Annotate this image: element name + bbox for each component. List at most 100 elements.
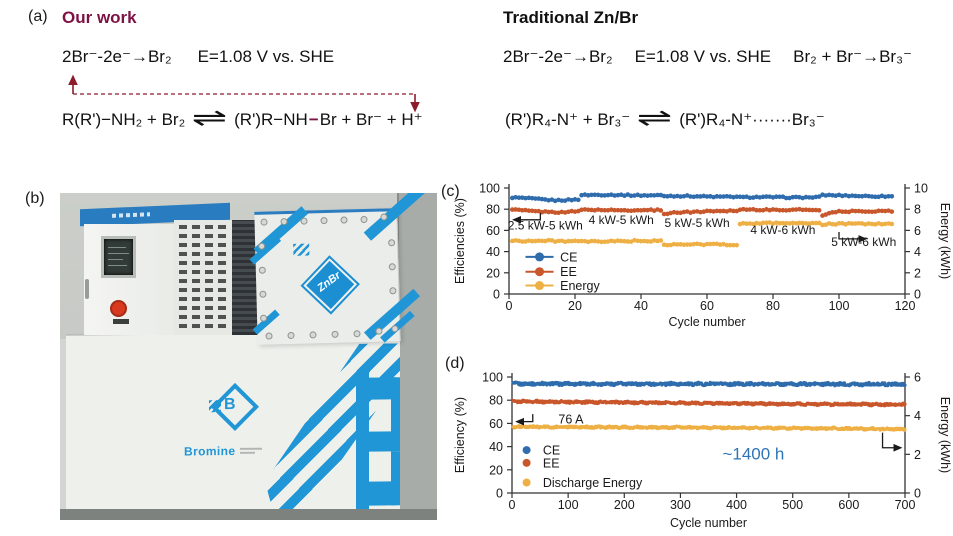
svg-text:CE: CE: [543, 444, 560, 458]
svg-text:60: 60: [486, 224, 500, 238]
control-box-label-text: [112, 212, 150, 218]
svg-text:80: 80: [486, 203, 500, 217]
svg-text:0: 0: [496, 487, 503, 501]
panel-c-label: (c): [441, 183, 460, 200]
svg-text:Efficiency (%): Efficiency (%): [453, 397, 467, 473]
emergency-stop-button: [110, 300, 127, 317]
svg-text:40: 40: [634, 299, 648, 313]
svg-text:100: 100: [482, 371, 503, 385]
our-work-title: Our work: [62, 8, 137, 27]
traditional-eq2-reactants: (R')R₄-N⁺ + Br₃⁻: [505, 110, 631, 129]
svg-text:6: 6: [914, 371, 921, 385]
door-handle: [85, 279, 89, 299]
hmi-screen-bezel: [101, 236, 136, 278]
svg-text:4 kW-6 kWh: 4 kW-6 kWh: [750, 223, 815, 237]
battery-cabinet: B Bromine: [66, 330, 400, 515]
equilibrium-arrow: ⇌: [191, 104, 228, 132]
svg-text:0: 0: [914, 487, 921, 501]
svg-text:80: 80: [766, 299, 780, 313]
traditional-title: Traditional Zn/Br: [503, 8, 639, 27]
svg-text:Efficiencies (%): Efficiencies (%): [453, 198, 467, 284]
svg-text:76 A: 76 A: [558, 412, 584, 426]
svg-text:4: 4: [914, 245, 921, 259]
svg-text:300: 300: [670, 498, 691, 512]
svg-text:120: 120: [895, 299, 916, 313]
svg-text:40: 40: [486, 245, 500, 259]
bolt: [331, 330, 339, 338]
svg-text:100: 100: [558, 498, 579, 512]
svg-text:Energy (kWh): Energy (kWh): [938, 203, 952, 279]
our-work-eq1: 2Br⁻-2e⁻→Br₂ E=1.08 V vs. SHE: [62, 47, 334, 67]
battery-system-photo: B Bromine ZnBr: [60, 193, 437, 520]
svg-text:EE: EE: [560, 265, 577, 279]
znbr-logo-hatch: [293, 243, 310, 256]
cabinet-bigB-stem: [356, 371, 369, 512]
svg-text:2: 2: [914, 448, 921, 462]
svg-text:10: 10: [914, 182, 928, 196]
chart-cycling-power-steps: 0 20 40 60 80 100 1200204060801000246810Effici…: [453, 182, 952, 330]
svg-text:CE: CE: [560, 250, 577, 264]
svg-text:5 kW-6 kWh: 5 kW-6 kWh: [831, 235, 896, 249]
svg-text:0: 0: [509, 498, 516, 512]
bolt: [388, 239, 396, 247]
bolt: [375, 327, 383, 335]
brand-text: Bromine: [184, 443, 236, 459]
svg-text:700: 700: [895, 498, 916, 512]
svg-text:EE: EE: [543, 456, 560, 470]
svg-text:400: 400: [726, 498, 747, 512]
bolt: [300, 217, 308, 225]
svg-text:4 kW-5 kWh: 4 kW-5 kWh: [589, 213, 654, 227]
svg-text:200: 200: [614, 498, 635, 512]
svg-text:100: 100: [479, 182, 500, 196]
svg-text:60: 60: [489, 417, 503, 431]
chart-long-term-cycling: 0 100 200 300 400 500 600 7000204060801000246Ef…: [453, 371, 952, 531]
svg-text:2.5 kW-5 kWh: 2.5 kW-5 kWh: [508, 218, 583, 232]
svg-text:8: 8: [914, 203, 921, 217]
svg-text:2: 2: [914, 266, 921, 280]
svg-text:Cycle number: Cycle number: [670, 516, 747, 530]
bolt: [360, 215, 368, 224]
bolt: [259, 290, 267, 298]
key-slot: [113, 319, 129, 324]
our-work-eq2-product-post: Br + Br⁻ + H⁺: [319, 110, 423, 129]
our-work-eq2-product-pre: (R')R−NH: [234, 110, 308, 129]
bolt: [309, 331, 317, 339]
svg-text:80: 80: [489, 394, 503, 408]
svg-text:0: 0: [493, 288, 500, 302]
svg-text:5 kW-5 kWh: 5 kW-5 kWh: [665, 216, 730, 230]
svg-text:0: 0: [506, 299, 513, 313]
bolt: [340, 216, 348, 224]
bolt: [265, 332, 273, 340]
panel-a-label: (a): [28, 8, 48, 25]
bolt: [389, 287, 397, 295]
svg-text:4: 4: [914, 409, 921, 423]
bolt: [258, 266, 266, 274]
our-work-eq2: R(R')−NH₂ + Br₂ ⇌ (R')R−NH − Br + Br⁻ + …: [62, 104, 423, 132]
our-work-eq2-reactants: R(R')−NH₂ + Br₂: [62, 110, 186, 129]
svg-text:40: 40: [489, 440, 503, 454]
nh-br-bond: −: [308, 110, 319, 129]
bolt: [260, 218, 268, 226]
svg-text:~1400 h: ~1400 h: [722, 444, 784, 463]
svg-text:Discharge Energy: Discharge Energy: [543, 476, 643, 490]
bolt: [388, 263, 396, 271]
hmi-screen: [104, 239, 133, 275]
vent-panel: [174, 220, 232, 335]
traditional-eq2: (R')R₄-N⁺ + Br₃⁻ ⇌ (R')R₄-N⁺·······Br₃⁻: [505, 104, 825, 132]
floor-shadow: [60, 509, 437, 520]
bolt: [353, 330, 361, 338]
our-work-eq1-reaction: 2Br⁻-2e⁻→Br₂: [62, 47, 172, 66]
control-box: [84, 224, 174, 335]
svg-text:6: 6: [914, 224, 921, 238]
svg-text:20: 20: [486, 266, 500, 280]
svg-text:Energy (kWh): Energy (kWh): [938, 397, 952, 473]
panel-b-label: (b): [25, 190, 45, 207]
svg-text:Energy: Energy: [560, 279, 600, 293]
equilibrium-arrow: ⇌: [636, 104, 673, 132]
svg-text:100: 100: [829, 299, 850, 313]
svg-text:600: 600: [838, 498, 859, 512]
our-work-eq1-potential: E=1.08 V vs. SHE: [197, 47, 335, 66]
bolt: [320, 216, 328, 225]
traditional-eq1: 2Br⁻-2e⁻→Br₂ E=1.08 V vs. SHE Br₂ + Br⁻→…: [503, 47, 912, 67]
